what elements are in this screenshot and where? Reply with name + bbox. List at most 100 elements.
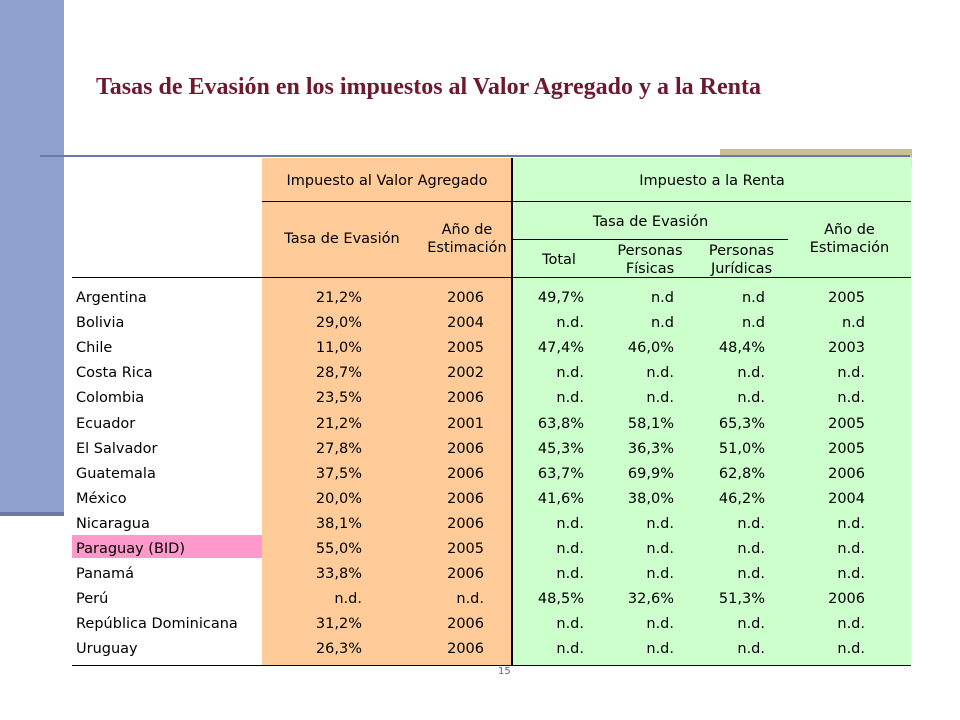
row-cell-pj: 62,8%	[718, 465, 765, 482]
header-renta-pj-2: Jurídicas	[710, 261, 773, 277]
row-cell-anio: 2003	[828, 340, 865, 357]
row-cell-anio: n.d.	[837, 515, 865, 532]
row-cell-iva-tasa: 20,0%	[315, 490, 362, 507]
row-cell-anio: 2004	[828, 490, 865, 507]
row-cell-total: 49,7%	[537, 290, 584, 306]
row-cell-pf: n.d.	[646, 566, 674, 583]
row-country: Colombia	[76, 390, 145, 407]
row-country: Argentina	[76, 290, 147, 306]
row-cell-pf: 32,6%	[627, 591, 674, 608]
row-country: Panamá	[76, 566, 135, 583]
row-cell-pj: 51,3%	[718, 591, 765, 608]
row-cell-iva-anio: 2006	[447, 465, 484, 482]
header-renta-pf-1: Personas	[617, 243, 683, 259]
row-cell-total: n.d.	[556, 541, 584, 557]
row-country: Guatemala	[76, 465, 156, 482]
header-renta-anio-2: Estimación	[809, 240, 890, 256]
row-cell-anio: n.d.	[837, 641, 865, 658]
row-cell-iva-anio: n.d.	[456, 591, 484, 608]
slide-title: Tasas de Evasión en los impuestos al Val…	[96, 74, 762, 100]
row-cell-iva-tasa: 55,0%	[315, 541, 362, 557]
header-line-3	[72, 277, 911, 278]
header-renta-pf-2: Físicas	[625, 261, 675, 277]
row-cell-pj: 46,2%	[718, 490, 765, 507]
header-renta-tasa: Tasa de Evasión	[592, 214, 709, 230]
row-cell-anio: 2005	[828, 440, 865, 457]
header-line-1	[262, 201, 911, 202]
row-country: Bolivia	[76, 315, 125, 332]
row-cell-pf: n.d.	[646, 390, 674, 407]
table-bottom-line	[72, 665, 911, 666]
row-cell-pf: n.d.	[646, 515, 674, 532]
row-cell-pf: n.d	[650, 315, 674, 332]
row-cell-pj: n.d.	[737, 566, 765, 583]
row-cell-total: n.d.	[556, 390, 584, 407]
row-cell-anio: n.d	[841, 315, 865, 332]
row-cell-pf: 58,1%	[627, 415, 674, 432]
row-cell-iva-tasa: 26,3%	[315, 641, 362, 658]
row-cell-anio: 2006	[828, 465, 865, 482]
row-cell-iva-anio: 2006	[447, 641, 484, 658]
row-cell-pj: 48,4%	[718, 340, 765, 357]
header-renta-anio-1: Año de	[824, 222, 875, 238]
row-cell-iva-tasa: 37,5%	[315, 465, 362, 482]
row-cell-iva-anio: 2001	[447, 415, 484, 432]
header-iva-tasa: Tasa de Evasión	[284, 231, 400, 247]
header-renta-total: Total	[542, 252, 576, 268]
row-cell-anio: n.d.	[837, 616, 865, 633]
row-cell-iva-tasa: 11,0%	[315, 340, 362, 357]
row-country: Uruguay	[76, 641, 138, 658]
row-cell-pj: n.d.	[737, 616, 765, 633]
row-cell-iva-anio: 2006	[447, 490, 484, 507]
row-cell-total: 47,4%	[537, 340, 584, 357]
row-country: El Salvador	[76, 440, 158, 457]
row-cell-pf: 69,9%	[627, 465, 674, 482]
highlight-row-paraguay	[72, 535, 262, 558]
row-cell-iva-tasa: 38,1%	[315, 515, 362, 532]
row-cell-iva-anio: 2006	[447, 390, 484, 407]
row-cell-iva-tasa: 27,8%	[315, 440, 362, 457]
row-cell-iva-tasa: 21,2%	[315, 290, 362, 306]
row-cell-pf: n.d	[650, 290, 674, 306]
row-cell-anio: 2005	[828, 290, 865, 306]
header-renta: Impuesto a la Renta	[639, 173, 785, 189]
row-cell-pf: n.d.	[646, 541, 674, 557]
row-cell-pf: n.d.	[646, 616, 674, 633]
row-cell-anio: n.d.	[837, 541, 865, 557]
row-cell-iva-anio: 2005	[447, 340, 484, 357]
row-country: Nicaragua	[76, 515, 150, 532]
row-cell-total: 48,5%	[537, 591, 584, 608]
left-accent-shadow	[0, 512, 64, 516]
row-cell-iva-anio: 2006	[447, 616, 484, 633]
row-cell-anio: 2006	[828, 591, 865, 608]
header-iva: Impuesto al Valor Agregado	[286, 173, 488, 189]
row-cell-anio: n.d.	[837, 365, 865, 382]
row-cell-iva-tasa: 21,2%	[315, 415, 362, 432]
page-number-fragment: 15	[498, 666, 511, 677]
row-cell-pj: 51,0%	[718, 440, 765, 457]
row-cell-iva-anio: 2006	[447, 515, 484, 532]
row-cell-iva-tasa: n.d.	[334, 591, 362, 608]
row-cell-pf: n.d.	[646, 365, 674, 382]
row-cell-iva-anio: 2005	[447, 541, 484, 557]
row-cell-iva-anio: 2006	[447, 566, 484, 583]
row-cell-iva-anio: 2006	[447, 290, 484, 306]
row-cell-pf: n.d.	[646, 641, 674, 658]
row-cell-iva-tasa: 28,7%	[315, 365, 362, 382]
row-cell-pj: n.d.	[737, 641, 765, 658]
row-country: Paraguay (BID)	[76, 541, 185, 557]
row-cell-iva-tasa: 31,2%	[315, 616, 362, 633]
section-divider	[511, 158, 513, 666]
header-line-2	[513, 239, 788, 240]
row-cell-total: n.d.	[556, 616, 584, 633]
row-cell-total: 63,7%	[537, 465, 584, 482]
row-cell-iva-anio: 2004	[447, 315, 484, 332]
row-cell-total: 45,3%	[537, 440, 584, 457]
row-cell-total: n.d.	[556, 515, 584, 532]
header-iva-anio-1: Año de	[441, 222, 493, 238]
row-cell-pj: n.d.	[737, 365, 765, 382]
row-cell-pj: n.d.	[737, 515, 765, 532]
row-cell-total: 63,8%	[537, 415, 584, 432]
row-country: México	[76, 490, 127, 507]
row-cell-pf: 36,3%	[627, 440, 674, 457]
